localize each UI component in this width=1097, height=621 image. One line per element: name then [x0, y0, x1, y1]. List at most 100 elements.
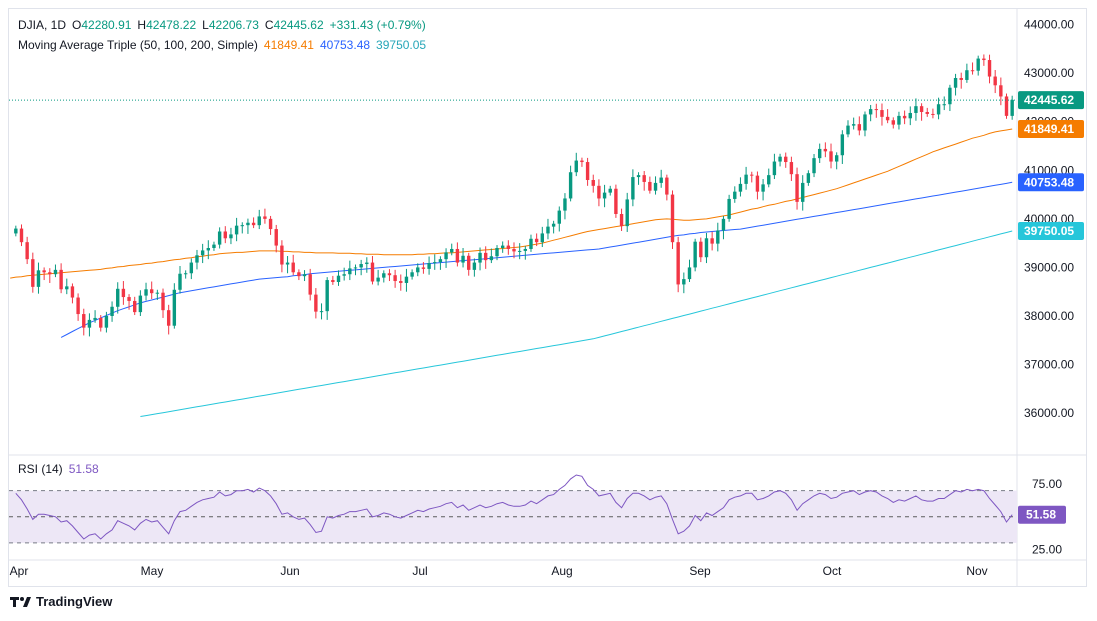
candle-body: [268, 218, 273, 230]
rsi-legend: RSI (14) 51.58: [18, 461, 105, 477]
candle-body: [280, 245, 284, 265]
price-tick-label: 44000.00: [1024, 18, 1074, 32]
candle-body: [110, 306, 114, 316]
candle-body: [880, 110, 884, 117]
candle-body: [274, 229, 278, 246]
candle-body: [410, 272, 414, 277]
high-value: 42478.22: [146, 18, 197, 32]
candle-body: [897, 115, 901, 125]
candle-body: [433, 262, 437, 264]
candle-body: [801, 182, 805, 202]
candle-body: [885, 116, 890, 121]
ma200-price-label: 39750.05: [1024, 224, 1074, 238]
candle-body: [53, 269, 58, 275]
candle-body: [166, 310, 171, 326]
candle-body: [806, 173, 811, 183]
candle-body: [908, 112, 912, 119]
rsi-value-label: 51.58: [1026, 508, 1056, 522]
candle-body: [149, 289, 154, 294]
ma50-legend-value: 41849.41: [263, 38, 314, 52]
candle-body: [648, 181, 652, 191]
candle-body: [534, 238, 539, 243]
candle-body: [902, 115, 907, 119]
candle-body: [642, 175, 646, 182]
candle-body: [116, 288, 120, 307]
candle-body: [761, 184, 765, 192]
candle-body: [523, 248, 528, 251]
candle-body: [874, 109, 879, 111]
candle-body: [36, 270, 41, 287]
price-tick-label: 37000.00: [1024, 358, 1074, 372]
candle-body: [382, 273, 386, 278]
candle-body: [240, 225, 244, 227]
candle-body: [540, 233, 545, 243]
candle-body: [529, 238, 533, 249]
price-tick-label: 39000.00: [1024, 260, 1074, 274]
candle-body: [302, 274, 307, 277]
ma-legend: Moving Average Triple (50, 100, 200, Sim…: [18, 37, 432, 53]
rsi-tick-label: 25.00: [1032, 542, 1062, 556]
time-tick-label: Aug: [551, 564, 572, 578]
rsi-value-label-bg: [1018, 505, 1066, 524]
candle-body: [755, 175, 760, 192]
candle-body: [212, 244, 216, 248]
candle-body: [772, 161, 777, 176]
candle-body: [376, 277, 380, 282]
candle-body: [138, 295, 143, 313]
candle-body: [625, 199, 629, 227]
candle-body: [670, 194, 675, 243]
candle-body: [931, 113, 935, 115]
candle-body: [59, 269, 63, 290]
candle-body: [200, 250, 205, 256]
candle-body: [48, 272, 52, 275]
tradingview-logo[interactable]: TradingView: [10, 594, 112, 609]
time-tick-label: Oct: [823, 564, 842, 578]
candle-body: [70, 286, 75, 298]
tradingview-logo-icon: [10, 596, 31, 607]
change-value: +331.43 (+0.79%): [329, 18, 426, 32]
candle-body: [421, 267, 426, 269]
candle-body: [619, 214, 624, 227]
price-tick-label: 38000.00: [1024, 309, 1074, 323]
open-value: 42280.91: [81, 18, 132, 32]
candle-body: [970, 70, 975, 72]
candle-body: [823, 148, 828, 152]
ma200-line: [140, 230, 1013, 417]
candle-body: [155, 292, 160, 294]
candle-body: [834, 155, 839, 162]
ma100-price-label-bg: [1018, 173, 1084, 192]
candle-body: [1004, 96, 1009, 116]
candle-body: [483, 252, 488, 261]
candle-body: [495, 248, 499, 257]
candle-body: [738, 183, 743, 192]
candle-body: [563, 198, 567, 211]
candle-body: [461, 255, 465, 263]
candle-body: [359, 264, 363, 268]
candle-body: [246, 222, 250, 226]
candle-body: [682, 279, 686, 285]
rsi-title[interactable]: RSI (14): [18, 462, 63, 476]
time-tick-label: Sep: [689, 564, 711, 578]
candle-body: [472, 262, 477, 270]
candle-body: [585, 162, 590, 180]
candle-body: [65, 286, 69, 290]
candle-body: [914, 106, 918, 113]
symbol-label[interactable]: DJIA, 1D: [18, 18, 67, 32]
candle-body: [365, 262, 369, 265]
candle-body: [438, 259, 443, 263]
candle-body: [602, 192, 607, 199]
candle-body: [99, 317, 103, 328]
candle-body: [144, 289, 148, 296]
candle-body: [568, 172, 573, 199]
candle-body: [614, 188, 618, 214]
candle-body: [551, 223, 556, 227]
candle-body: [744, 174, 748, 184]
time-tick-label: Nov: [966, 564, 987, 578]
candle-body: [676, 242, 680, 285]
candle-body: [133, 300, 137, 313]
candle-body: [817, 148, 822, 159]
candle-body: [710, 238, 714, 244]
candle-body: [336, 275, 341, 282]
ma-title[interactable]: Moving Average Triple (50, 100, 200, Sim…: [18, 38, 258, 52]
